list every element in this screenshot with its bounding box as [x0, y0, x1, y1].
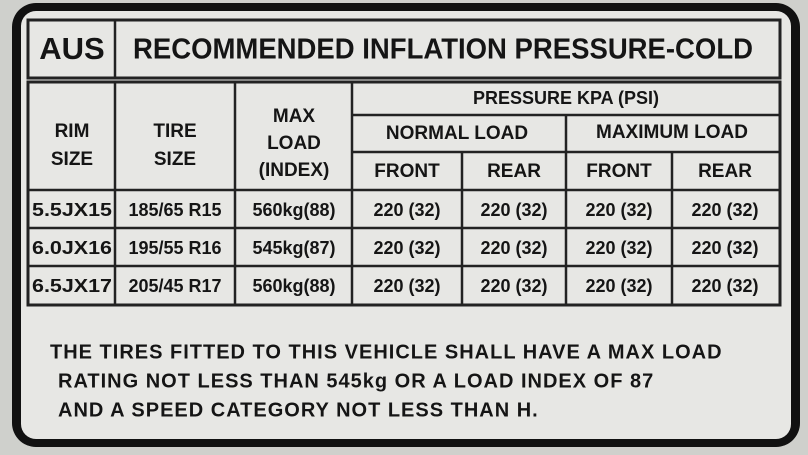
header-cell: MAXIMUM LOAD [596, 122, 748, 143]
table-cell: 220 (32) [480, 238, 547, 258]
region-label: AUS [39, 31, 104, 66]
table-cell: 220 (32) [691, 238, 758, 258]
table-cell: 560kg(88) [252, 276, 335, 296]
header-cell: LOAD [267, 133, 321, 154]
header-cell: REAR [698, 161, 752, 182]
table-cell: 195/55 R16 [128, 238, 221, 258]
table-cell: 220 (32) [480, 276, 547, 296]
table-box [26, 80, 782, 307]
header-cell: RIM [55, 121, 90, 142]
header-cell: (INDEX) [259, 160, 330, 181]
table-cell: 220 (32) [373, 276, 440, 296]
header-cell: SIZE [154, 149, 196, 170]
placard-body [21, 11, 791, 439]
table-cell: 220 (32) [373, 238, 440, 258]
note-line: RATING NOT LESS THAN 545kg OR A LOAD IND… [58, 370, 654, 392]
header-cell: TIRE [153, 121, 196, 142]
table-cell: 220 (32) [691, 200, 758, 220]
table-cell: 220 (32) [373, 200, 440, 220]
note-line: AND A SPEED CATEGORY NOT LESS THAN H. [58, 399, 539, 421]
header-cell: NORMAL LOAD [386, 123, 528, 144]
table-cell: 6.0JX16 [32, 238, 112, 258]
table-cell: 560kg(88) [252, 200, 335, 220]
table-cell: 220 (32) [585, 276, 652, 296]
note-line: THE TIRES FITTED TO THIS VEHICLE SHALL H… [50, 341, 723, 363]
header-cell: PRESSURE KPA (PSI) [473, 88, 659, 108]
table-cell: 220 (32) [585, 238, 652, 258]
table-cell: 545kg(87) [252, 238, 335, 258]
table-cell: 220 (32) [585, 200, 652, 220]
header-cell: REAR [487, 161, 541, 182]
header-cell: FRONT [586, 161, 652, 182]
table-cell: 5.5JX15 [32, 200, 112, 220]
table-cell: 220 (32) [480, 200, 547, 220]
table-cell: 220 (32) [691, 276, 758, 296]
table-cell: 205/45 R17 [128, 276, 221, 296]
header-cell: SIZE [51, 149, 93, 170]
title-box [26, 18, 782, 80]
title: RECOMMENDED INFLATION PRESSURE-COLD [133, 34, 753, 66]
table-cell: 6.5JX17 [32, 276, 112, 296]
header-cell: FRONT [374, 161, 440, 182]
table-cell: 185/65 R15 [128, 200, 221, 220]
header-cell: MAX [273, 106, 316, 127]
